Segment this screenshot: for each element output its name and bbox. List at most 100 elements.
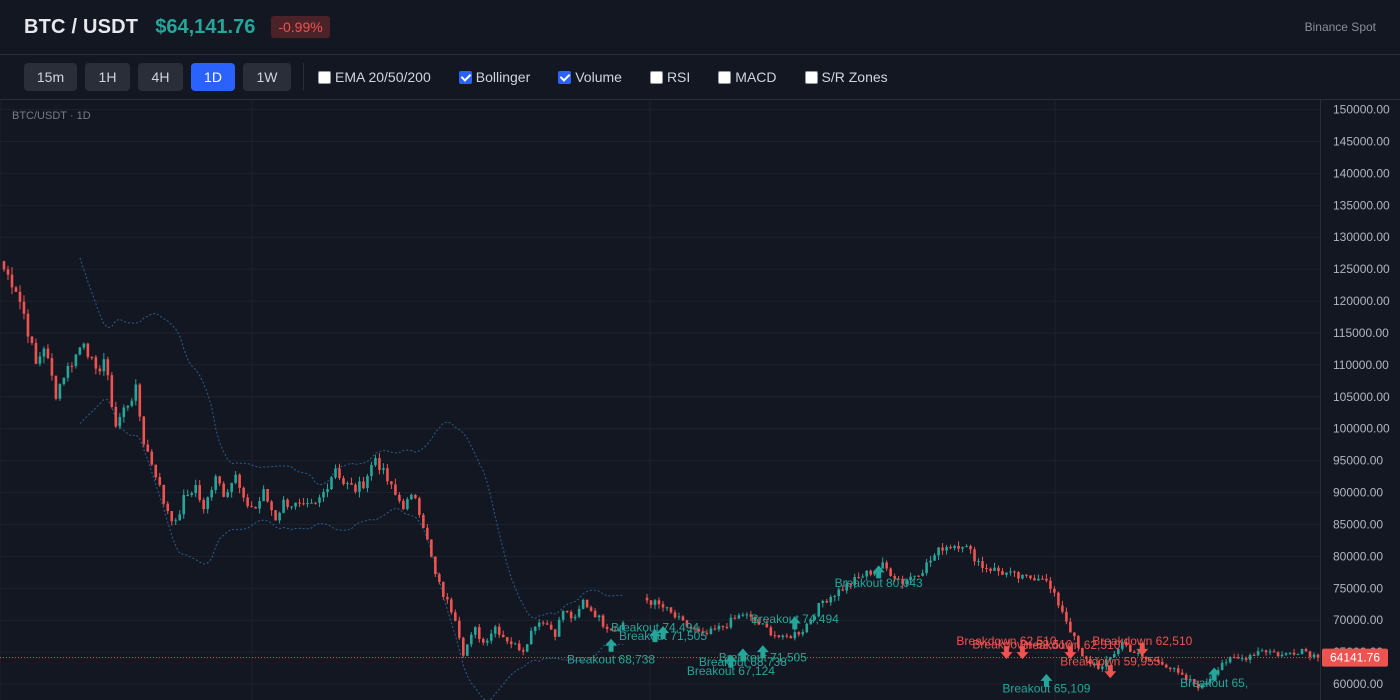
candle-body bbox=[1093, 663, 1096, 665]
candle bbox=[925, 558, 928, 576]
timeframe-1w-button[interactable]: 1W bbox=[243, 63, 291, 91]
rsi-toggle[interactable]: RSI bbox=[649, 69, 690, 85]
candle bbox=[226, 488, 229, 499]
volume-checkbox[interactable] bbox=[558, 70, 572, 84]
candle-body bbox=[1264, 650, 1268, 653]
candle-body bbox=[254, 507, 257, 509]
candle bbox=[438, 572, 441, 585]
candle bbox=[1180, 668, 1184, 676]
candle bbox=[1025, 574, 1028, 578]
candle bbox=[158, 472, 162, 487]
candle bbox=[1224, 659, 1228, 666]
candle bbox=[242, 486, 245, 502]
candle-body bbox=[246, 497, 249, 507]
candle bbox=[466, 644, 469, 657]
timeframe-4h-button[interactable]: 4H bbox=[138, 63, 183, 91]
candle bbox=[374, 454, 377, 467]
macd-label: MACD bbox=[735, 69, 777, 85]
candle bbox=[957, 541, 960, 552]
y-tick-label: 110000.00 bbox=[1333, 358, 1389, 372]
candle-body bbox=[677, 616, 681, 618]
candle bbox=[585, 599, 589, 609]
candle bbox=[414, 494, 417, 500]
candle-body bbox=[561, 611, 565, 620]
candle bbox=[298, 498, 301, 508]
candle-body bbox=[66, 365, 70, 378]
candle-body bbox=[1081, 648, 1084, 657]
candle bbox=[218, 475, 221, 487]
candle-body bbox=[138, 384, 142, 417]
signal-label: Breakdown 62,510 bbox=[1020, 638, 1120, 652]
candle bbox=[981, 556, 984, 573]
candle-body bbox=[617, 630, 621, 632]
candle-body bbox=[517, 643, 521, 651]
last-price: $64,141.76 bbox=[155, 15, 256, 38]
candle bbox=[921, 569, 924, 577]
candle bbox=[725, 623, 729, 630]
candle-body bbox=[913, 575, 916, 577]
candle bbox=[1033, 574, 1036, 581]
candle-body bbox=[693, 628, 697, 630]
ema-toggle[interactable]: EMA 20/50/200 bbox=[318, 69, 431, 85]
candle bbox=[929, 555, 932, 567]
ema-checkbox[interactable] bbox=[318, 70, 331, 84]
bollinger-checkbox[interactable] bbox=[458, 70, 472, 84]
y-tick-label: 140000.00 bbox=[1333, 166, 1390, 180]
candle-body bbox=[302, 503, 305, 505]
candle bbox=[378, 453, 381, 475]
bollinger-toggle[interactable]: Bollinger bbox=[458, 69, 530, 85]
candle-body bbox=[362, 481, 365, 489]
timeframe-1d-button[interactable]: 1D bbox=[191, 63, 235, 91]
sr-zones-label: S/R Zones bbox=[821, 69, 888, 85]
candle-body bbox=[661, 604, 665, 608]
candle-body bbox=[206, 497, 209, 510]
candle-body bbox=[869, 570, 872, 575]
sr-zones-toggle[interactable]: S/R Zones bbox=[804, 69, 888, 85]
candle-body bbox=[270, 501, 273, 511]
candle-body bbox=[1240, 658, 1244, 660]
rsi-checkbox[interactable] bbox=[649, 70, 663, 84]
macd-toggle[interactable]: MACD bbox=[718, 69, 777, 85]
candle-body bbox=[589, 607, 593, 611]
breakdown-arrow-icon bbox=[1064, 646, 1077, 660]
candle-body bbox=[202, 499, 205, 510]
candle-body bbox=[446, 596, 449, 600]
candle bbox=[22, 295, 26, 320]
candle-body bbox=[965, 545, 968, 548]
candle-body bbox=[6, 269, 10, 275]
candle-body bbox=[142, 416, 146, 445]
candle-body bbox=[1248, 654, 1252, 660]
candle-body bbox=[162, 484, 166, 504]
candle bbox=[286, 498, 289, 510]
candle bbox=[170, 510, 174, 526]
candle bbox=[657, 597, 661, 609]
candle bbox=[122, 404, 126, 423]
candle-body bbox=[1105, 659, 1108, 667]
candle-body bbox=[26, 313, 30, 337]
candle-body bbox=[813, 616, 817, 620]
timeframe-1h-button[interactable]: 1H bbox=[85, 63, 130, 91]
y-tick-label: 145000.00 bbox=[1333, 134, 1390, 148]
candle-body bbox=[893, 576, 896, 579]
candle bbox=[70, 362, 74, 373]
candle-body bbox=[1288, 652, 1292, 654]
candle-body bbox=[509, 641, 513, 645]
timeframe-15m-button[interactable]: 15m bbox=[24, 63, 77, 91]
sr-zones-checkbox[interactable] bbox=[804, 70, 818, 84]
price-axis-bg bbox=[1320, 100, 1400, 700]
candle-body bbox=[34, 342, 38, 364]
candle-body bbox=[406, 499, 409, 510]
candle bbox=[1148, 658, 1152, 663]
macd-checkbox[interactable] bbox=[718, 70, 732, 84]
candle bbox=[1276, 651, 1280, 657]
candle-body bbox=[1216, 670, 1220, 674]
candle-body bbox=[797, 632, 801, 635]
candle bbox=[965, 544, 968, 548]
candle bbox=[82, 342, 86, 350]
candle-body bbox=[386, 468, 389, 482]
signal-label: Breakout 68,738 bbox=[699, 655, 787, 669]
signal-label: Breakout 68,738 bbox=[567, 653, 655, 667]
volume-toggle[interactable]: Volume bbox=[558, 69, 622, 85]
candle bbox=[422, 512, 425, 529]
